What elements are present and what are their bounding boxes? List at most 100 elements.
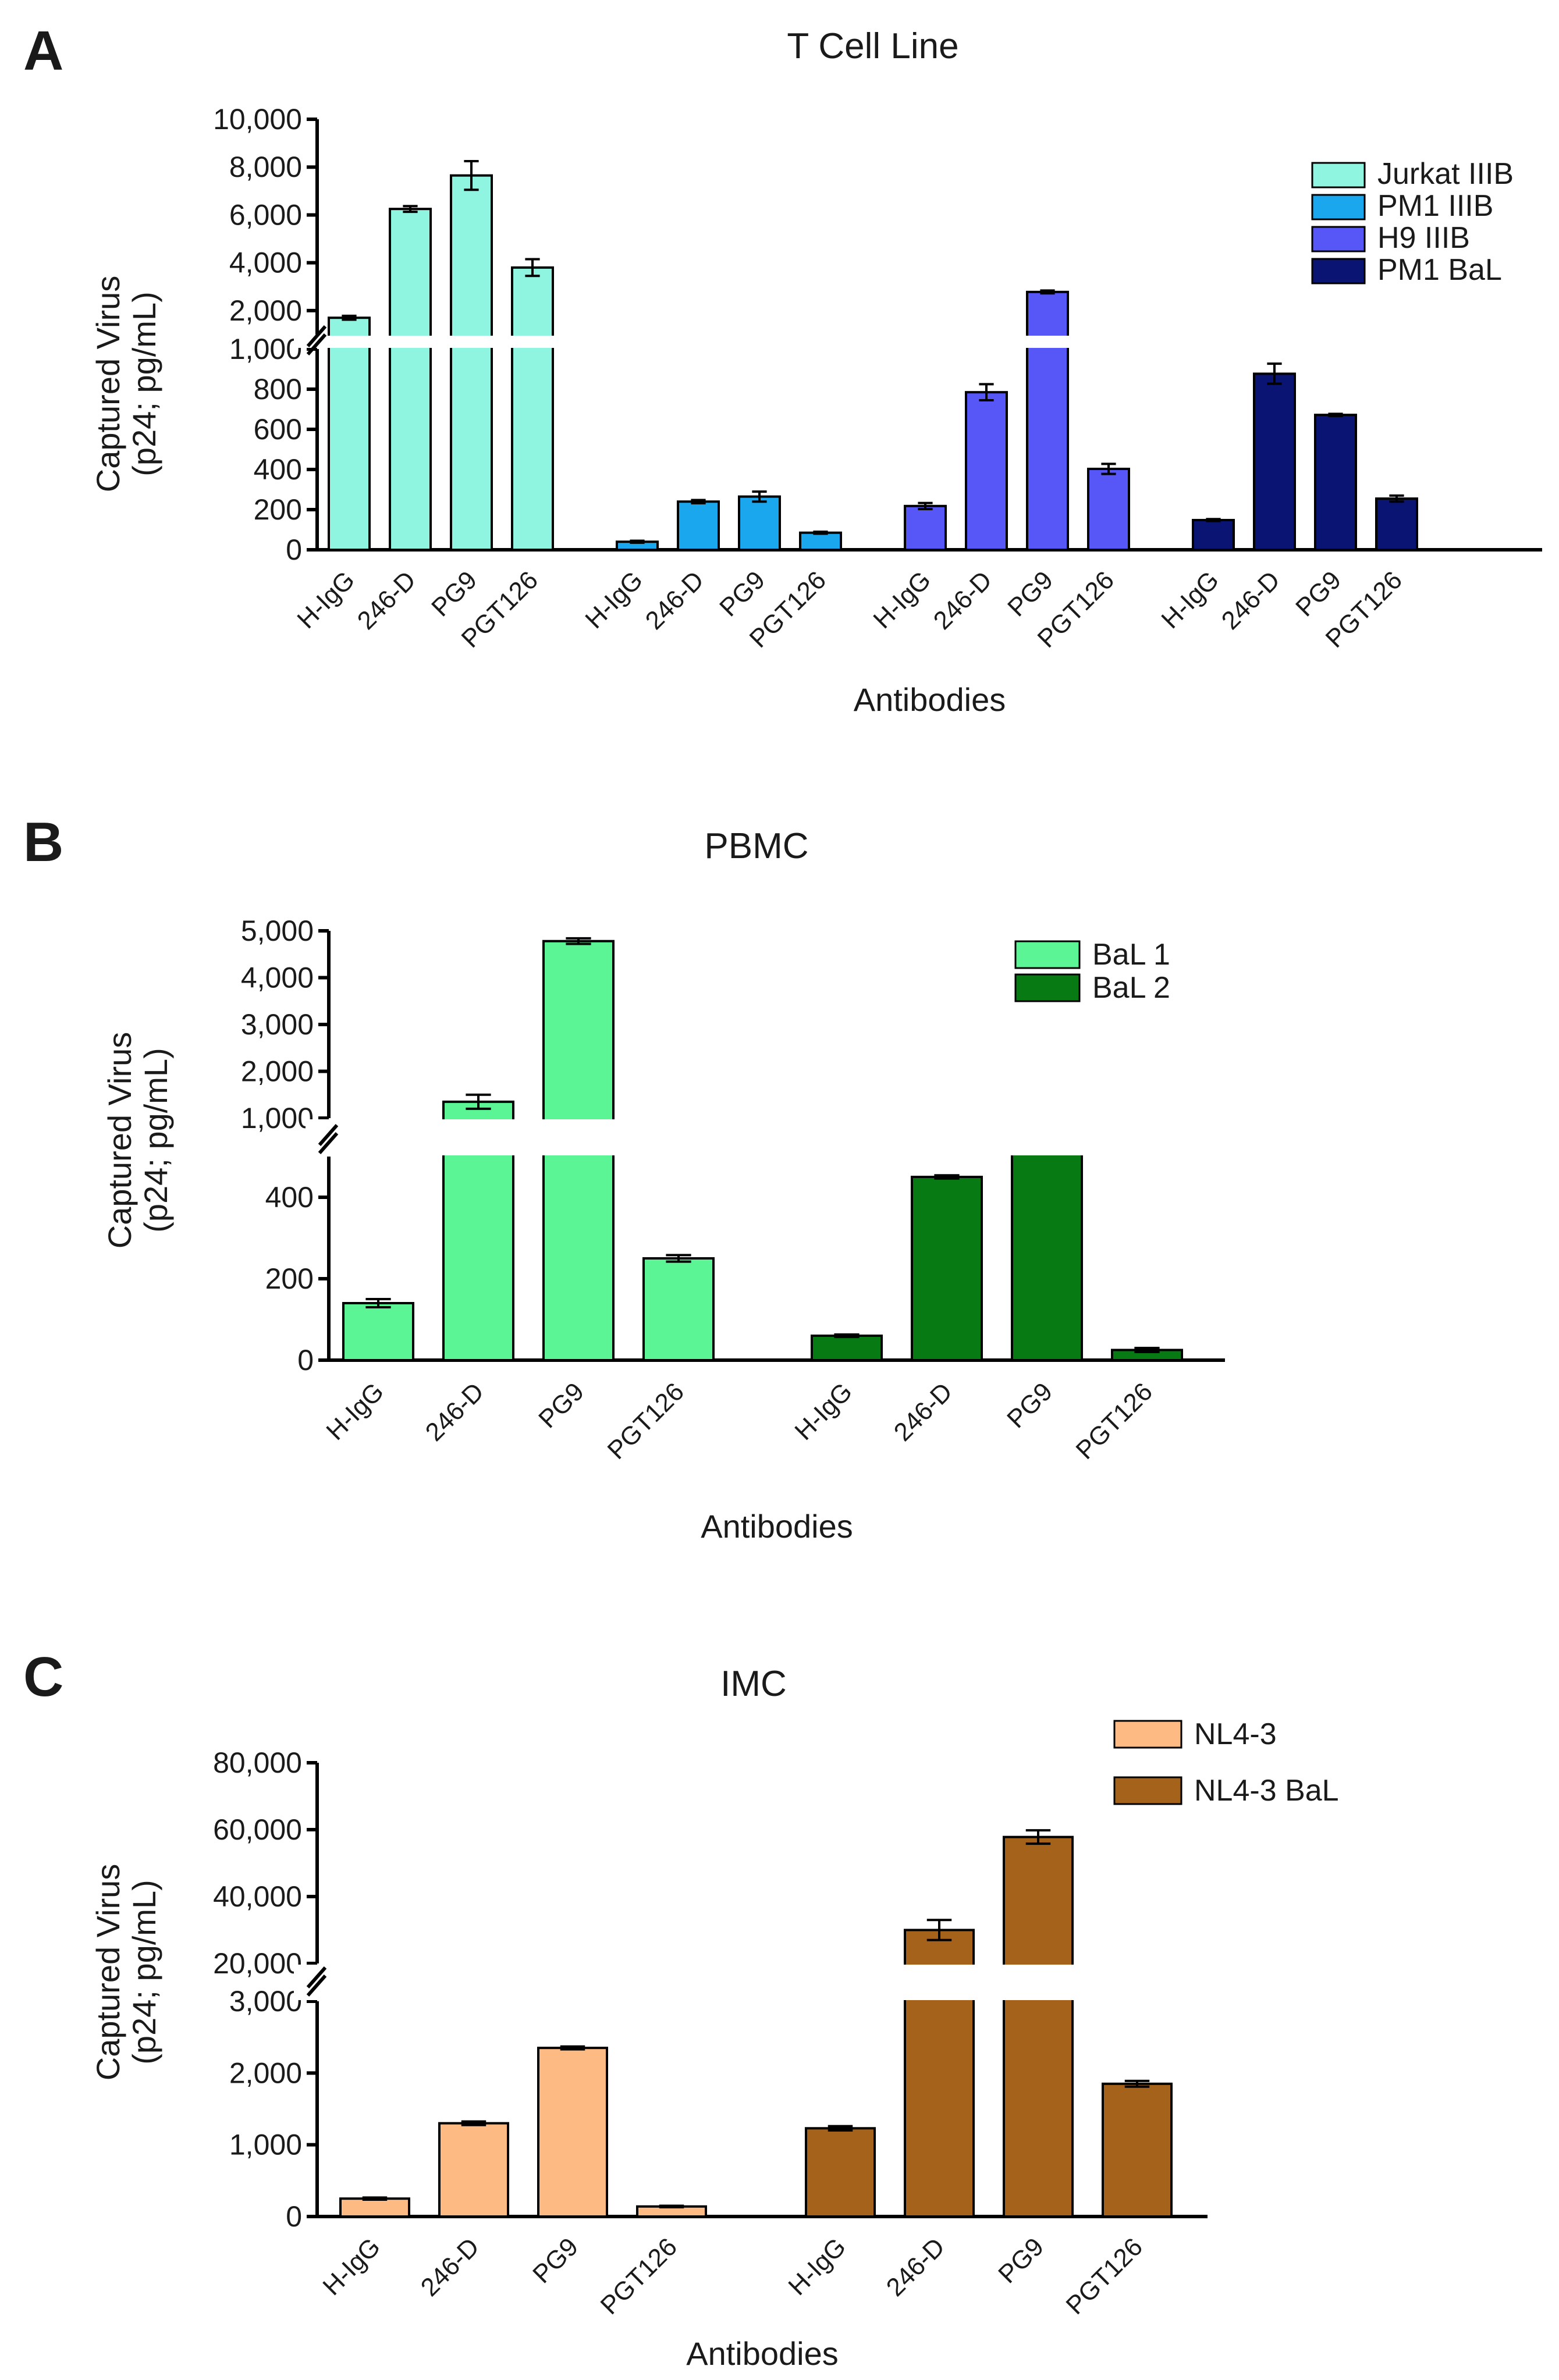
axis-break-mark bbox=[306, 325, 327, 347]
category-label: 246-D bbox=[352, 565, 421, 635]
bar bbox=[965, 391, 1008, 551]
axis-break-gap bbox=[294, 336, 1542, 348]
axis-break-mark bbox=[318, 1132, 339, 1154]
y-tick-label: 2,000 bbox=[229, 2057, 302, 2089]
bar bbox=[805, 2127, 876, 2218]
legend-label: BaL 2 bbox=[1092, 971, 1170, 1005]
axis-break-gap bbox=[294, 1965, 1208, 2000]
bar bbox=[450, 174, 493, 552]
category-label: H-IgG bbox=[317, 2232, 386, 2301]
category-label: H-IgG bbox=[321, 1377, 389, 1446]
y-axis-title: Captured Virus(p24; pg/mL) bbox=[90, 1864, 162, 2081]
category-label: PG9 bbox=[1002, 565, 1059, 622]
y-tick-label: 4,000 bbox=[241, 962, 314, 994]
y-tick-label: 10,000 bbox=[213, 103, 302, 136]
category-label: 246-D bbox=[420, 1377, 489, 1446]
category-label: H-IgG bbox=[1156, 565, 1224, 634]
category-label: PG9 bbox=[993, 2232, 1049, 2289]
y-tick-label: 5,000 bbox=[241, 915, 314, 947]
legend-swatch bbox=[1311, 194, 1366, 220]
chart-title: IMC bbox=[720, 1664, 787, 1704]
legend-swatch bbox=[1311, 162, 1366, 188]
panel-letter: B bbox=[23, 811, 63, 873]
legend-swatch bbox=[1311, 258, 1366, 284]
category-label: 246-D bbox=[881, 2232, 950, 2301]
panel-a: A T Cell Line Captured Virus(p24; pg/mL) An… bbox=[23, 20, 1542, 718]
bar bbox=[389, 208, 432, 551]
y-tick-label: 0 bbox=[297, 1344, 314, 1376]
panel-letter: C bbox=[23, 1646, 63, 1708]
category-label: 246-D bbox=[1216, 565, 1285, 635]
y-tick-label: 200 bbox=[254, 493, 302, 526]
axis-break-mark bbox=[318, 1124, 339, 1146]
axis-break-mark bbox=[306, 333, 327, 355]
bar bbox=[1375, 497, 1418, 552]
category-label: H-IgG bbox=[783, 2232, 851, 2301]
legend-label: BaL 1 bbox=[1092, 938, 1170, 972]
category-label: PG9 bbox=[1002, 1377, 1058, 1433]
y-tick-label: 60,000 bbox=[213, 1813, 302, 1846]
y-tick-label: 40,000 bbox=[213, 1880, 302, 1913]
y-axis-title-line2: (p24; pg/mL) bbox=[126, 291, 162, 476]
y-tick-label: 0 bbox=[286, 2200, 302, 2233]
axis-break-mark bbox=[306, 1966, 327, 1988]
x-axis-title: Antibodies bbox=[854, 681, 1006, 718]
category-label: 246-D bbox=[889, 1377, 958, 1446]
bar bbox=[1011, 1136, 1083, 1361]
y-tick-label: 400 bbox=[265, 1181, 314, 1214]
y-tick-label: 80,000 bbox=[213, 1746, 302, 1779]
bar bbox=[738, 495, 781, 552]
y-tick-label: 6,000 bbox=[229, 198, 302, 231]
bar bbox=[1003, 1835, 1074, 2218]
bar bbox=[1192, 518, 1235, 552]
bar bbox=[1314, 414, 1357, 551]
y-tick-label: 3,000 bbox=[229, 1985, 302, 2018]
category-label: PG9 bbox=[426, 565, 482, 622]
y-tick-label: 2,000 bbox=[229, 294, 302, 327]
legend-swatch bbox=[1014, 973, 1081, 1002]
bar bbox=[537, 2047, 608, 2218]
bar bbox=[1102, 2082, 1173, 2218]
bar bbox=[438, 2122, 509, 2218]
y-tick-label: 400 bbox=[254, 453, 302, 486]
bar bbox=[511, 266, 554, 551]
bar bbox=[342, 1302, 414, 1361]
panel-letter: A bbox=[23, 20, 63, 82]
y-tick-label: 3,000 bbox=[241, 1008, 314, 1041]
y-axis-title: Captured Virus(p24; pg/mL) bbox=[90, 276, 162, 493]
category-label: PG9 bbox=[527, 2232, 584, 2289]
legend-label: H9 IIIB bbox=[1377, 221, 1470, 255]
axis-break-gap bbox=[306, 1119, 1225, 1155]
category-label: PG9 bbox=[533, 1377, 589, 1433]
legend-label: NL4-3 bbox=[1194, 1717, 1277, 1751]
category-label: PGT126 bbox=[1061, 2232, 1149, 2320]
bar bbox=[1253, 372, 1296, 551]
legend-label: NL4-3 BaL bbox=[1194, 1774, 1339, 1808]
category-label: H-IgG bbox=[292, 565, 360, 634]
y-axis-title-line1: Captured Virus bbox=[90, 1864, 126, 2081]
panel-b: B PBMC Captured Virus(p24; pg/mL) Antibodie… bbox=[23, 811, 1225, 1545]
category-label: PGT126 bbox=[1071, 1377, 1159, 1465]
category-label: H-IgG bbox=[580, 565, 648, 634]
y-tick-label: 1,000 bbox=[241, 1102, 314, 1134]
legend-swatch bbox=[1014, 940, 1081, 969]
legend-swatch bbox=[1311, 226, 1366, 252]
bar bbox=[799, 531, 842, 551]
panel-c: C IMC Captured Virus(p24; pg/mL) Antibodies… bbox=[23, 1646, 1339, 2372]
bar bbox=[1087, 467, 1130, 552]
category-label: PG9 bbox=[714, 565, 770, 622]
y-tick-label: 8,000 bbox=[229, 151, 302, 183]
chart-title: T Cell Line bbox=[787, 26, 958, 66]
legend-label: PM1 IIIB bbox=[1377, 189, 1493, 223]
axis-break-mark bbox=[306, 1975, 327, 1997]
y-tick-label: 200 bbox=[265, 1262, 314, 1295]
y-tick-label: 2,000 bbox=[241, 1055, 314, 1088]
y-tick-label: 20,000 bbox=[213, 1947, 302, 1980]
bar bbox=[811, 1335, 883, 1361]
bar bbox=[1026, 290, 1069, 551]
bar bbox=[642, 1257, 715, 1361]
category-label: 246-D bbox=[928, 565, 997, 635]
y-tick-label: 600 bbox=[254, 413, 302, 446]
category-label: H-IgG bbox=[789, 1377, 858, 1446]
category-label: 246-D bbox=[416, 2232, 485, 2301]
